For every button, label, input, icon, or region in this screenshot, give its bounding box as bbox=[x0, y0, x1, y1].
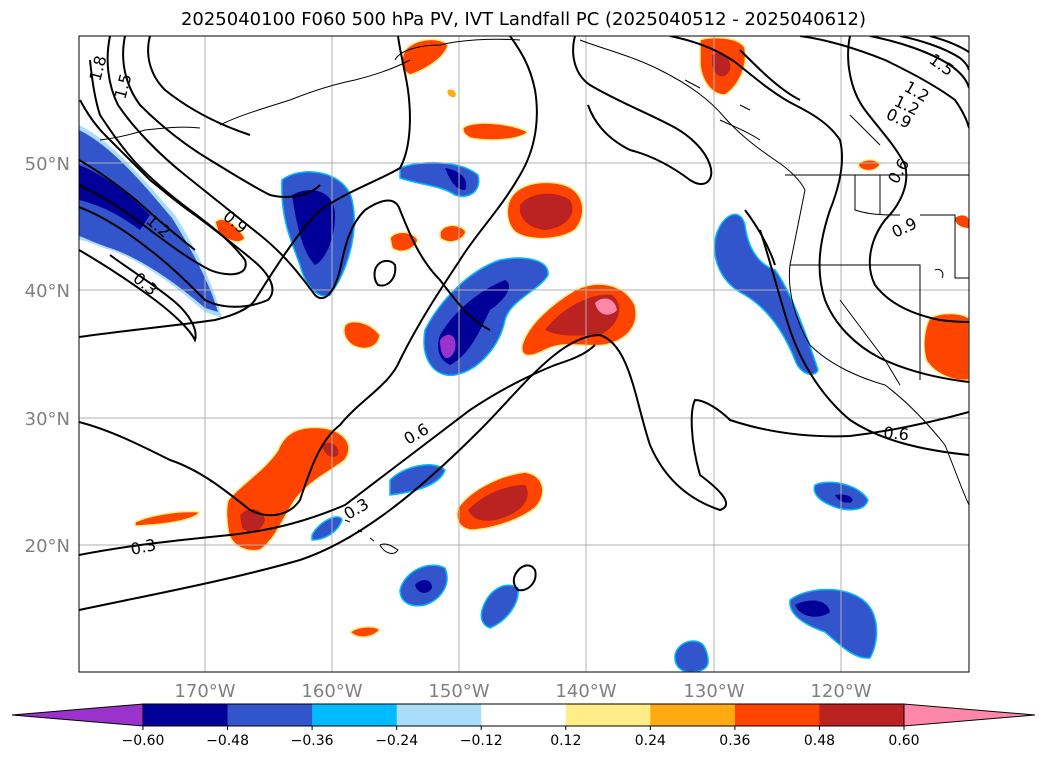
colorbar-tick-label: 0.60 bbox=[888, 733, 919, 749]
lat-tick-label: 50°N bbox=[25, 154, 70, 175]
lon-tick-label: 140°W bbox=[555, 681, 616, 702]
lon-tick-label: 130°W bbox=[683, 681, 744, 702]
colorbar-segment bbox=[143, 704, 229, 726]
contour-label: 0.6 bbox=[883, 423, 910, 444]
colorbar-tick-label: 0.24 bbox=[635, 733, 666, 749]
colorbar-extend-max bbox=[903, 703, 1036, 727]
colorbar-segment bbox=[227, 704, 313, 726]
colorbar-frame bbox=[142, 703, 905, 727]
lon-ticks: 170°W 160°W 150°W 140°W 130°W 120°W bbox=[174, 681, 871, 702]
colorbar-tick-label: −0.48 bbox=[206, 733, 249, 749]
colorbar-segment bbox=[565, 704, 651, 726]
lat-tick-label: 40°N bbox=[25, 281, 70, 302]
colorbar-tick-label: 0.48 bbox=[804, 733, 835, 749]
lat-ticks: 50°N 40°N 30°N 20°N bbox=[25, 154, 70, 557]
colorbar-tick-label: 0.12 bbox=[550, 733, 581, 749]
lon-tick-label: 170°W bbox=[174, 681, 235, 702]
graticule bbox=[79, 36, 969, 672]
lat-tick-label: 30°N bbox=[25, 409, 70, 430]
colorbar-tick-label: −0.36 bbox=[291, 733, 334, 749]
contour-label: 0.3 bbox=[129, 535, 158, 559]
colorbar-tick-label: 0.36 bbox=[719, 733, 750, 749]
lon-tick-label: 160°W bbox=[301, 681, 362, 702]
colorbar: −0.60 −0.48 −0.36 −0.24 −0.12 0.12 0.24 0.36 0.4… bbox=[11, 703, 1036, 749]
lon-tick-label: 150°W bbox=[428, 681, 489, 702]
map-title: 2025040100 F060 500 hPa PV, IVT Landfall… bbox=[180, 9, 867, 30]
colorbar-tick-label: −0.12 bbox=[460, 733, 503, 749]
colorbar-segment bbox=[819, 704, 905, 726]
colorbar-segment bbox=[312, 704, 398, 726]
colorbar-segment bbox=[650, 704, 736, 726]
colorbar-segment bbox=[396, 704, 482, 726]
colorbar-tick-label: −0.60 bbox=[122, 733, 165, 749]
contour-lines bbox=[79, 36, 969, 611]
colorbar-segment bbox=[481, 704, 567, 726]
colorbar-segment bbox=[734, 704, 820, 726]
lon-tick-label: 120°W bbox=[810, 681, 871, 702]
colorbar-tick-label: −0.24 bbox=[375, 733, 418, 749]
lat-tick-label: 20°N bbox=[25, 536, 70, 557]
colorbar-extend-min bbox=[11, 703, 144, 727]
